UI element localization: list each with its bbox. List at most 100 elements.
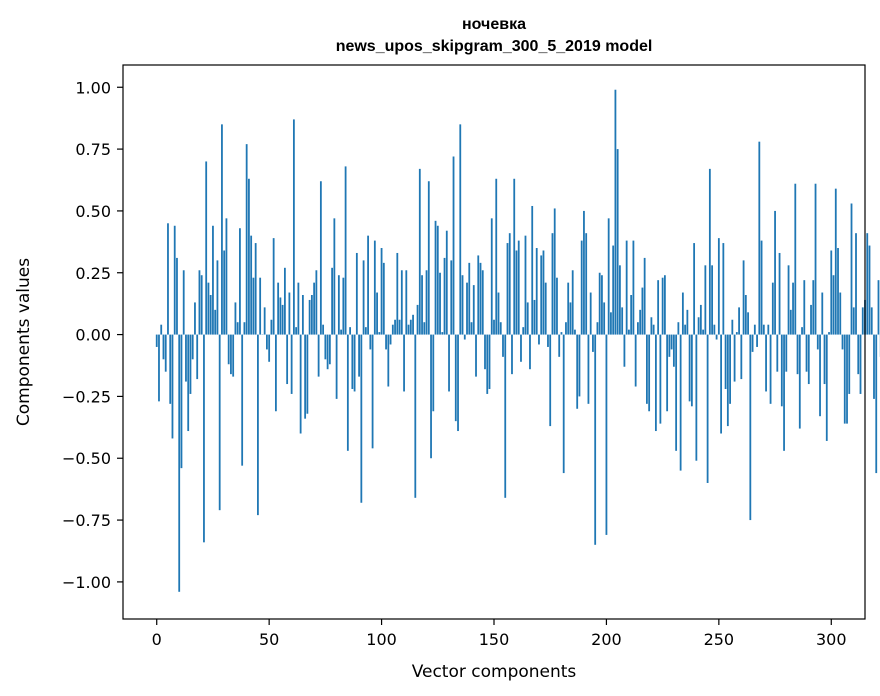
bar-70: [313, 282, 316, 335]
bar-44: [254, 243, 257, 335]
bar-14: [187, 334, 190, 432]
bar-97: [373, 240, 376, 335]
bar-31: [225, 218, 228, 335]
bar-98: [376, 292, 378, 335]
bar-287: [801, 327, 803, 335]
bar-221: [652, 324, 655, 335]
bar-206: [619, 265, 621, 335]
bar-255: [729, 334, 731, 404]
bar-157: [508, 233, 511, 335]
bar-202: [610, 312, 612, 335]
bar-162: [520, 334, 522, 362]
bar-319: [873, 334, 875, 399]
x-axis-ticks: 0 50 100 150 200 250 300: [152, 619, 847, 649]
bar-105: [391, 324, 394, 335]
x-tick-label: 100: [366, 630, 397, 649]
bar-266: [753, 324, 756, 335]
bar-250: [717, 238, 720, 335]
bar-137: [463, 334, 466, 340]
bar-52: [272, 238, 275, 335]
bar-33: [230, 334, 232, 375]
bar-131: [450, 260, 453, 335]
bar-259: [738, 307, 740, 335]
bar-96: [371, 334, 374, 449]
bar-152: [497, 292, 500, 335]
bar-248: [713, 324, 716, 335]
bar-243: [702, 329, 705, 335]
bar-241: [697, 317, 700, 335]
bar-268: [758, 141, 761, 335]
bar-214: [637, 322, 639, 335]
bar-39: [243, 322, 246, 335]
bar-304: [839, 292, 842, 335]
bar-136: [461, 275, 464, 335]
bar-53: [274, 334, 277, 412]
bar-301: [832, 275, 835, 335]
bar-88: [353, 334, 356, 392]
bar-68: [308, 299, 311, 335]
bar-145: [481, 270, 484, 335]
bar-193: [589, 292, 592, 335]
title-group: ночевка news_upos_skipgram_300_5_2019 mo…: [336, 16, 653, 55]
bar-3: [162, 334, 165, 360]
bar-199: [603, 302, 606, 335]
bar-21: [203, 334, 205, 543]
bar-58: [286, 334, 289, 385]
bar-264: [749, 334, 752, 521]
x-tick-label: 150: [479, 630, 510, 649]
bar-280: [785, 334, 788, 372]
bar-276: [776, 334, 779, 372]
bar-228: [668, 334, 671, 357]
bar-139: [468, 262, 471, 335]
bar-320: [875, 334, 878, 474]
bar-289: [805, 334, 808, 372]
bar-120: [425, 270, 428, 335]
bar-42: [250, 235, 253, 335]
bar-103: [387, 334, 390, 387]
bar-0: [155, 334, 158, 347]
x-tick-label: 250: [704, 630, 735, 649]
bar-181: [562, 334, 565, 474]
bar-225: [661, 277, 664, 335]
bar-226: [663, 275, 666, 335]
y-tick-label: 0.00: [75, 326, 111, 345]
bar-182: [565, 322, 567, 335]
bar-46: [259, 277, 262, 335]
bar-313: [859, 334, 862, 394]
bar-17: [194, 302, 196, 335]
bar-295: [819, 334, 821, 417]
bar-233: [679, 334, 682, 471]
bar-216: [641, 287, 644, 335]
bar-245: [706, 334, 709, 483]
bar-271: [765, 334, 767, 392]
bar-290: [807, 334, 810, 385]
bar-170: [538, 334, 540, 345]
bar-51: [270, 319, 273, 335]
bar-175: [549, 334, 552, 427]
bar-299: [828, 332, 830, 335]
bar-212: [632, 240, 635, 335]
x-tick-label: 300: [816, 630, 847, 649]
bar-13: [185, 334, 187, 382]
bar-240: [695, 334, 698, 461]
bar-64: [299, 334, 302, 434]
bar-177: [553, 208, 556, 335]
bar-106: [394, 319, 396, 335]
bar-55: [279, 297, 282, 335]
bar-208: [623, 334, 626, 367]
bar-2: [160, 324, 163, 335]
bar-270: [762, 324, 765, 335]
bar-311: [855, 233, 857, 335]
bar-1: [158, 334, 160, 402]
bar-215: [639, 309, 642, 335]
bar-305: [841, 334, 844, 350]
bar-274: [771, 282, 774, 335]
bar-176: [551, 233, 554, 335]
y-tick-label: −0.75: [62, 511, 111, 530]
bar-302: [834, 188, 837, 335]
bar-194: [592, 334, 594, 352]
bar-123: [432, 334, 435, 412]
bar-286: [798, 334, 801, 429]
bar-87: [351, 334, 354, 389]
